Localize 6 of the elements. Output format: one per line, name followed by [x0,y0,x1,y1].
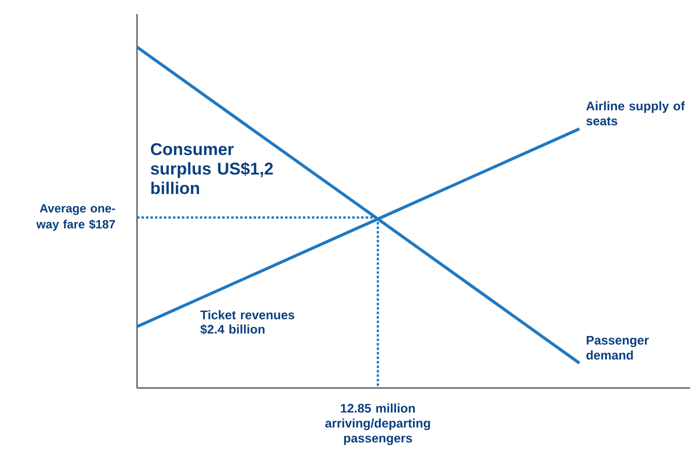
annotation: Ticket revenues $2.4 billion [200,310,294,334]
text: 12.85 million arriving/departing passengers [325,404,430,446]
ref-line-label: Average one-way fare $187 [36,204,115,231]
series-label: Passenger demand [586,336,649,360]
series-label: Airline supply of seats [586,101,685,126]
annotation: Consumer surplus US$1,2 billion [150,143,273,194]
